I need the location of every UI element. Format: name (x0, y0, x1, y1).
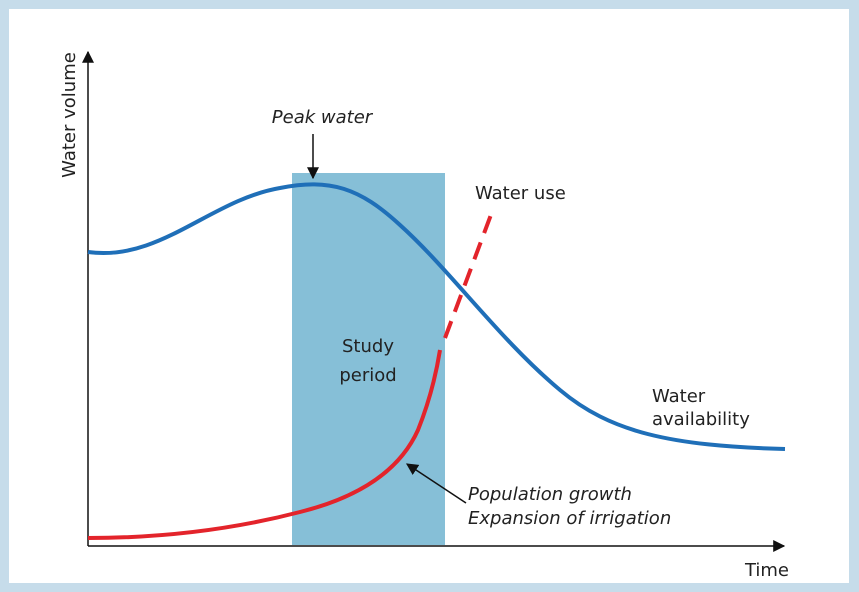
water-availability-curve (87, 182, 786, 451)
x-axis-label: Time (744, 560, 789, 581)
drivers-label: Expansion of irrigation (468, 508, 671, 529)
peak-water-label: Peak water (272, 107, 374, 128)
availability-label: Water (652, 386, 706, 407)
y-axis-label: Water volume (59, 52, 80, 178)
study-label: Study (342, 336, 394, 357)
study-label: period (339, 365, 396, 386)
drivers-label: Population growth (468, 484, 632, 505)
study-period-band (292, 173, 445, 545)
water-use-label: Water use (475, 183, 566, 204)
water-use-projection (443, 211, 494, 339)
drivers-arrow (405, 463, 467, 504)
water-use-curve (87, 349, 442, 540)
availability-label: availability (652, 409, 750, 430)
